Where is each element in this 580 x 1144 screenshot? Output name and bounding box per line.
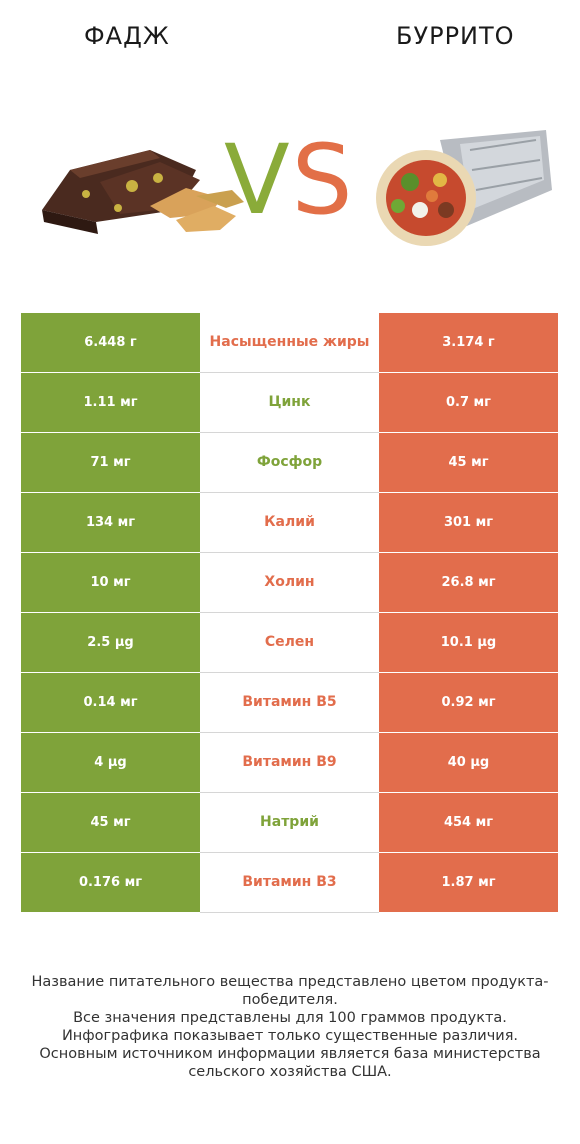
left-value: 45 мг (21, 793, 200, 853)
footnote-line: Все значения представлены для 100 граммо… (73, 1010, 507, 1026)
table-row: 71 мг Фосфор 45 мг (21, 433, 558, 493)
footnote-line: Основным источником информации является … (39, 1046, 541, 1080)
table-row: 10 мг Холин 26.8 мг (21, 553, 558, 613)
nutrient-label: Холин (200, 553, 379, 613)
left-value: 10 мг (21, 553, 200, 613)
left-value: 6.448 г (21, 313, 200, 373)
table-row: 134 мг Калий 301 мг (21, 493, 558, 553)
footnote-line: Инфографика показывает только существенн… (61, 1028, 519, 1044)
burrito-image (376, 130, 552, 246)
nutrient-label: Цинк (200, 373, 379, 433)
right-value: 1.87 мг (379, 853, 558, 913)
left-value: 0.176 мг (21, 853, 200, 913)
comparison-table: 6.448 г Насыщенные жиры 3.174 г 1.11 мг Цинк… (21, 313, 558, 913)
right-food-title: БУРРИТО (396, 22, 515, 50)
vs-v: V (224, 124, 292, 236)
fudge-image (42, 150, 244, 234)
hero-images (0, 110, 580, 260)
right-value: 0.7 мг (379, 373, 558, 433)
nutrient-label: Насыщенные жиры (200, 313, 379, 373)
table-row: 4 µg Витамин B9 40 µg (21, 733, 558, 793)
right-value: 0.92 мг (379, 673, 558, 733)
left-value: 134 мг (21, 493, 200, 553)
right-value: 40 µg (379, 733, 558, 793)
left-food-title: ФАДЖ (84, 22, 170, 50)
nutrient-label: Витамин B5 (200, 673, 379, 733)
right-value: 26.8 мг (379, 553, 558, 613)
nutrient-label: Витамин B9 (200, 733, 379, 793)
right-value: 454 мг (379, 793, 558, 853)
left-value: 1.11 мг (21, 373, 200, 433)
footnote-line: Название питательного вещества представл… (31, 974, 549, 1008)
nutrient-label: Калий (200, 493, 379, 553)
right-value: 10.1 µg (379, 613, 558, 673)
nutrient-label: Натрий (200, 793, 379, 853)
right-value: 45 мг (379, 433, 558, 493)
left-value: 2.5 µg (21, 613, 200, 673)
nutrient-label: Витамин B3 (200, 853, 379, 913)
table-row: 1.11 мг Цинк 0.7 мг (21, 373, 558, 433)
right-value: 3.174 г (379, 313, 558, 373)
left-value: 4 µg (21, 733, 200, 793)
table-row: 2.5 µg Селен 10.1 µg (21, 613, 558, 673)
left-value: 71 мг (21, 433, 200, 493)
vs-label: VS (224, 132, 355, 228)
table-row: 45 мг Натрий 454 мг (21, 793, 558, 853)
footnote: Название питательного вещества представл… (20, 973, 560, 1081)
table-row: 0.14 мг Витамин B5 0.92 мг (21, 673, 558, 733)
table-row: 0.176 мг Витамин B3 1.87 мг (21, 853, 558, 913)
nutrient-label: Селен (200, 613, 379, 673)
nutrient-label: Фосфор (200, 433, 379, 493)
vs-s: S (291, 124, 355, 236)
right-value: 301 мг (379, 493, 558, 553)
left-value: 0.14 мг (21, 673, 200, 733)
table-row: 6.448 г Насыщенные жиры 3.174 г (21, 313, 558, 373)
